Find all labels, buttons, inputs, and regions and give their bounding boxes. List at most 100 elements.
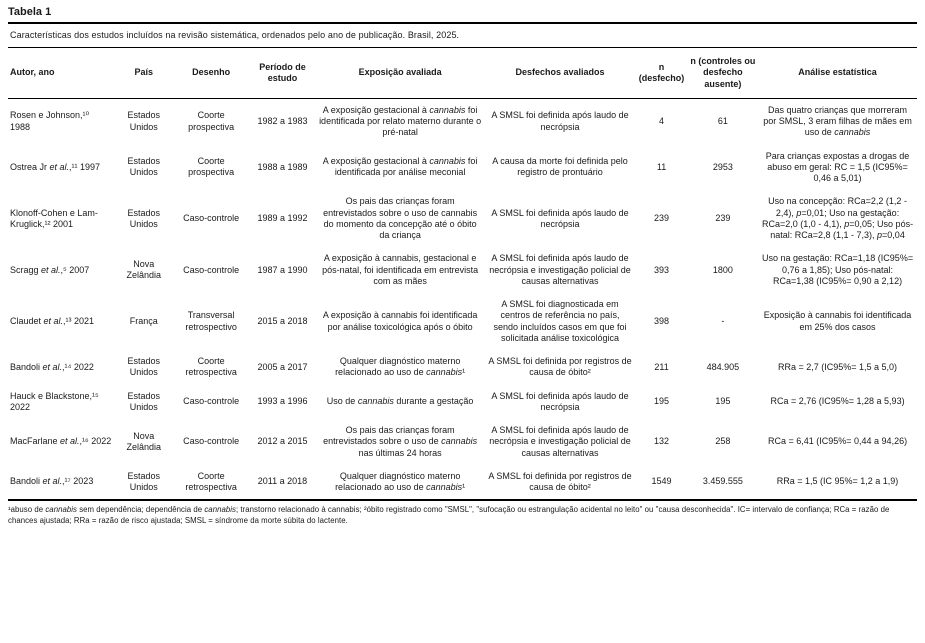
column-header-desfechos-avaliados: Desfechos avaliados [484, 48, 636, 99]
cell-exposicao-avaliada: A exposição à cannabis, gestacional e pó… [322, 253, 479, 286]
cell-autor-ano: Klonoff-Cohen e Lam-Kruglick,¹² 2001 [10, 207, 98, 229]
cell-analise-estatistica: RRa = 1,5 (IC 95%= 1,2 a 1,9) [776, 476, 899, 487]
cell-n-controles: - [721, 315, 725, 326]
table-header: Autor, ano País Desenho Período de estudo Ex… [8, 48, 917, 99]
cell-autor-ano: Claudet et al.,¹³ 2021 [10, 315, 95, 326]
cell-desfechos-avaliados: A SMSL foi definida por registros de cau… [488, 470, 632, 492]
cell-exposicao-avaliada: Qualquer diagnóstico materno relacionado… [335, 356, 466, 378]
column-header-periodo-de-estudo: Período de estudo [249, 48, 316, 99]
header-row: Autor, ano País Desenho Período de estudo Ex… [8, 48, 917, 99]
cell-exposicao-avaliada: A exposição gestacional à cannabis foi i… [322, 156, 478, 178]
cell-analise-estatistica: RCa = 6,41 (IC95%= 0,44 a 94,26) [767, 436, 908, 447]
cell-desenho: Caso-controle [183, 396, 240, 407]
cell-periodo-de-estudo: 1993 a 1996 [257, 396, 308, 407]
cell-n-desfecho: 239 [654, 213, 670, 224]
cell-autor-ano: Ostrea Jr et al.,¹¹ 1997 [10, 161, 101, 172]
cell-periodo-de-estudo: 1987 a 1990 [257, 264, 308, 275]
cell-pais: França [129, 315, 158, 326]
cell-desenho: Coorte prospectiva [188, 156, 235, 178]
table-row: Hauck e Blackstone,¹⁵ 2022 Estados Unidos… [8, 385, 917, 420]
cell-desenho: Coorte retrospectiva [185, 470, 237, 492]
cell-autor-ano: Hauck e Blackstone,¹⁵ 2022 [10, 390, 99, 412]
column-header-n-desfecho: n (desfecho) [635, 48, 688, 99]
column-header-pais: País [114, 48, 173, 99]
cell-n-desfecho: 398 [654, 315, 670, 326]
cell-n-desfecho: 4 [659, 116, 665, 126]
table-row: Bandoli et al.,¹⁴ 2022 Estados Unidos Coor… [8, 350, 917, 385]
cell-n-controles: 3.459.555 [702, 476, 743, 487]
table-row: Claudet et al.,¹³ 2021 França Transversal … [8, 293, 917, 350]
cell-autor-ano: Bandoli et al.,¹⁴ 2022 [10, 361, 94, 372]
cell-pais: Estados Unidos [127, 356, 160, 378]
cell-periodo-de-estudo: 2011 a 2018 [257, 476, 308, 487]
cell-periodo-de-estudo: 1988 a 1989 [257, 161, 308, 172]
cell-n-controles: 2953 [712, 161, 733, 172]
cell-desfechos-avaliados: A causa da morte foi definida pelo regis… [492, 156, 628, 178]
cell-periodo-de-estudo: 1989 a 1992 [257, 213, 308, 224]
cell-pais: Estados Unidos [127, 110, 160, 132]
cell-n-controles: 484.905 [706, 361, 740, 372]
cell-desenho: Caso-controle [183, 264, 240, 275]
cell-analise-estatistica: Uso na gestação: RCa=1,18 (IC95%= 0,76 a… [761, 253, 914, 286]
table-body: Rosen e Johnson,¹⁰ 1988 Estados Unidos Coo… [8, 98, 917, 499]
cell-autor-ano: MacFarlane et al.,¹⁶ 2022 [10, 436, 112, 447]
cell-pais: Estados Unidos [127, 156, 160, 178]
cell-n-desfecho: 11 [656, 161, 667, 172]
cell-analise-estatistica: RCa = 2,76 (IC95%= 1,28 a 5,93) [770, 396, 905, 407]
column-header-desenho: Desenho [172, 48, 250, 99]
cell-desfechos-avaliados: A SMSL foi definida após laudo de necróp… [491, 110, 629, 132]
rule-top [8, 22, 917, 24]
study-characteristics-table: Autor, ano País Desenho Período de estudo Ex… [8, 48, 917, 499]
cell-analise-estatistica: RRa = 2,7 (IC95%= 1,5 a 5,0) [777, 361, 898, 372]
cell-pais: Estados Unidos [127, 470, 160, 492]
cell-n-desfecho: 195 [654, 396, 670, 407]
table-row: Bandoli et al.,¹⁷ 2023 Estados Unidos Coor… [8, 465, 917, 500]
cell-autor-ano: Scragg et al.,⁵ 2007 [10, 264, 90, 275]
cell-n-desfecho: 393 [654, 264, 670, 275]
table-row: Scragg et al.,⁵ 2007 Nova Zelândia Caso-co… [8, 247, 917, 293]
cell-analise-estatistica: Uso na concepção: RCa=2,2 (1,2 - 2,4), p… [761, 196, 914, 240]
table-row: Rosen e Johnson,¹⁰ 1988 Estados Unidos Coo… [8, 98, 917, 144]
table-row: MacFarlane et al.,¹⁶ 2022 Nova Zelândia Ca… [8, 419, 917, 465]
cell-desenho: Coorte retrospectiva [185, 356, 237, 378]
cell-n-controles: 195 [715, 396, 731, 407]
cell-autor-ano: Bandoli et al.,¹⁷ 2023 [10, 476, 94, 487]
table-row: Ostrea Jr et al.,¹¹ 1997 Estados Unidos Co… [8, 145, 917, 191]
cell-desenho: Caso-controle [183, 213, 240, 224]
table-footnote: ¹abuso de cannabis sem dependência; depe… [8, 505, 890, 525]
cell-periodo-de-estudo: 2005 a 2017 [257, 361, 308, 372]
cell-n-controles: 239 [715, 213, 731, 224]
cell-desenho: Caso-controle [183, 436, 240, 447]
column-header-analise-estatistica: Análise estatística [758, 48, 917, 99]
cell-n-controles: 61 [717, 116, 728, 126]
cell-desfechos-avaliados: A SMSL foi definida após laudo de necróp… [491, 207, 629, 229]
rule-above-footnote [8, 499, 917, 502]
cell-pais: Nova Zelândia [126, 258, 161, 281]
cell-n-controles: 1800 [712, 264, 733, 275]
cell-exposicao-avaliada: Uso de cannabis durante a gestação [326, 396, 474, 407]
cell-exposicao-avaliada: Os pais das crianças foram entrevistados… [323, 425, 478, 458]
cell-exposicao-avaliada: A exposição gestacional à cannabis foi i… [319, 104, 482, 138]
cell-periodo-de-estudo: 2015 a 2018 [257, 315, 308, 326]
cell-desfechos-avaliados: A SMSL foi definida após laudo de necróp… [489, 253, 631, 286]
cell-n-desfecho: 132 [654, 436, 670, 447]
rule-under-caption [8, 47, 917, 48]
cell-analise-estatistica: Das quatro crianças que morreram por SMS… [763, 104, 912, 138]
cell-desfechos-avaliados: A SMSL foi definida por registros de cau… [488, 356, 632, 378]
cell-pais: Estados Unidos [127, 207, 160, 229]
table-label: Tabela 1 [8, 6, 52, 18]
table-row: Klonoff-Cohen e Lam-Kruglick,¹² 2001 Esta… [8, 190, 917, 247]
cell-periodo-de-estudo: 1982 a 1983 [257, 116, 308, 126]
cell-desfechos-avaliados: A SMSL foi diagnosticada em centros de r… [493, 299, 627, 343]
cell-desenho: Transversal retrospectivo [185, 310, 237, 332]
table-caption: Características dos estudos incluídos na… [10, 30, 460, 40]
column-header-autor-ano: Autor, ano [8, 48, 115, 99]
column-header-n-controles: n (controles ou desfecho ausente) [687, 48, 759, 99]
cell-pais: Estados Unidos [127, 390, 160, 412]
cell-desfechos-avaliados: A SMSL foi definida após laudo de necróp… [491, 390, 629, 412]
column-header-exposicao-avaliada: Exposição avaliada [315, 48, 485, 99]
cell-exposicao-avaliada: Os pais das crianças foram entrevistados… [323, 196, 478, 240]
cell-exposicao-avaliada: Qualquer diagnóstico materno relacionado… [335, 470, 466, 492]
cell-periodo-de-estudo: 2012 a 2015 [257, 436, 308, 447]
